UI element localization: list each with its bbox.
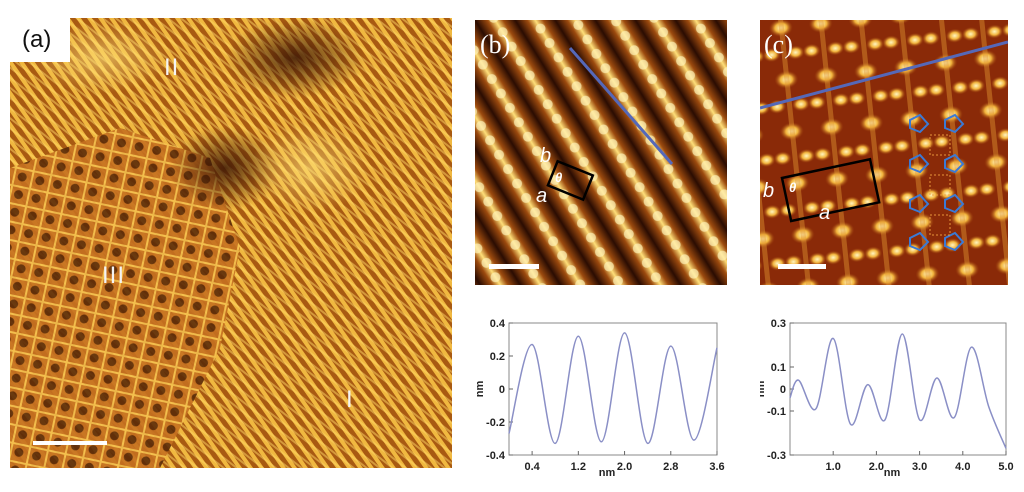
stm-image-b: [475, 20, 727, 285]
panel-c-label: (c): [764, 30, 793, 59]
y-axis-label: nm: [760, 381, 767, 398]
x-tick-label: 1.0: [826, 461, 841, 473]
domain-label-iii: III: [102, 262, 126, 289]
y-tick-label: 0: [780, 384, 786, 396]
x-tick-label: 3.6: [709, 461, 724, 473]
x-axis-label: nm: [884, 467, 901, 479]
profile-series-line: [789, 333, 1007, 449]
scale-bar-a: [33, 441, 107, 445]
y-tick-label: -0.2: [486, 417, 505, 429]
unit-cell-c: [780, 157, 881, 223]
cell-label-b-theta: θ: [555, 170, 563, 185]
domain-label-ii: II: [164, 54, 180, 81]
height-profile-b: 0.4 0.2 0 -0.2 -0.4 0.4 1.2 2.0 2.8 3.6 nm nm: [475, 318, 725, 479]
x-tick-label: 2.0: [869, 461, 884, 473]
y-tick-label: -0.4: [486, 450, 506, 462]
panel-b-label: (b): [480, 30, 511, 59]
x-tick-label: 3.0: [912, 461, 927, 473]
x-tick-label: 0.4: [524, 461, 540, 473]
x-tick-label: 5.0: [998, 461, 1013, 473]
stm-image-c: [760, 20, 1008, 285]
y-tick-label: 0.2: [490, 351, 505, 363]
x-axis-label: nm: [599, 467, 616, 479]
y-tick-label: 0: [499, 384, 505, 396]
y-axis-label: nm: [475, 381, 486, 398]
y-tick-label: -0.1: [767, 406, 786, 418]
height-profile-c: 0.3 0.1 0 -0.1 -0.3 1.0 2.0 3.0 4.0 5.0 nm nm: [760, 318, 1014, 479]
y-tick-label: 0.1: [771, 362, 786, 374]
y-tick-label: 0.3: [771, 318, 786, 330]
y-tick-label: 0.4: [490, 318, 506, 330]
profile-series-line: [508, 332, 718, 445]
x-tick-label: 1.2: [571, 461, 586, 473]
cell-label-c-theta: θ: [789, 180, 797, 195]
cell-label-b-a: a: [536, 185, 548, 207]
x-tick-label: 4.0: [955, 461, 970, 473]
x-tick-label: 2.0: [617, 461, 632, 473]
cell-label-c-b: b: [763, 180, 775, 202]
unit-cell-b: [546, 159, 595, 202]
x-tick-label: 2.8: [663, 461, 678, 473]
domain-label-i: I: [346, 386, 353, 413]
panel-a-label: (a): [10, 18, 70, 62]
cell-label-b-b: b: [540, 145, 552, 167]
molecular-model-overlay: [909, 113, 965, 252]
stm-image-a: [10, 18, 452, 468]
cell-label-c-a: a: [819, 202, 831, 224]
y-tick-label: -0.3: [767, 450, 786, 462]
